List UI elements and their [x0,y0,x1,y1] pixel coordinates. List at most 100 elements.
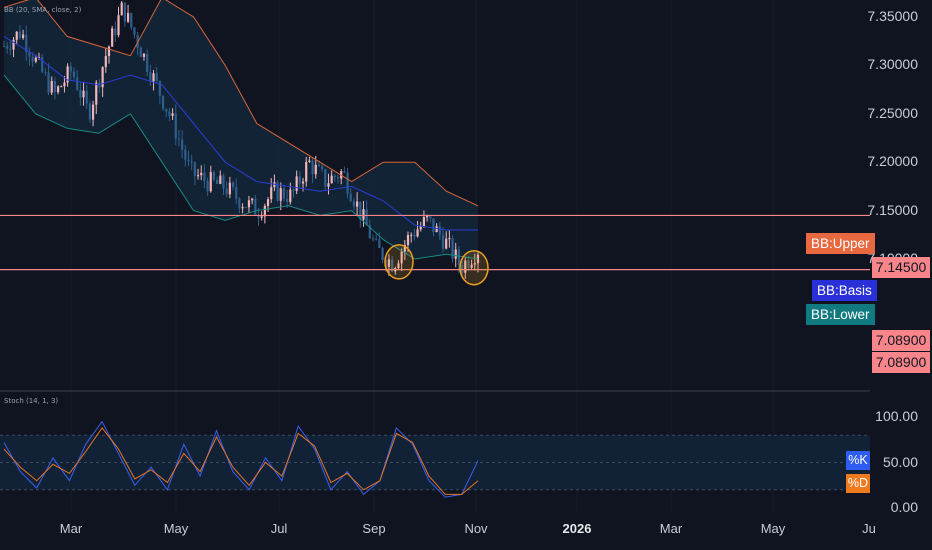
candle-body [362,209,365,220]
stoch-d-line [3,427,479,495]
candle-body [146,53,149,73]
candle-body [238,198,241,209]
candle-body [292,189,295,191]
candle-body [343,171,346,173]
candle-body [216,179,219,184]
candle-body [203,172,206,182]
time-tick-label: May [760,521,786,536]
candle-body [454,249,457,259]
candle-body [406,235,410,246]
candle-body [219,175,222,184]
candle-body [31,56,34,62]
candle-body [470,264,473,268]
candle-body [260,216,263,218]
candle-body [244,207,247,209]
candle-body [15,31,18,40]
bb-basis-line [3,35,478,231]
candle-body [107,46,111,57]
candle-body [37,57,41,59]
candle-body [111,28,114,47]
candle-body [352,201,356,207]
candle-body [95,82,98,105]
time-tick-label: May [163,521,189,536]
candle-body [225,188,228,195]
candle-body [130,13,133,28]
candle-body [305,162,308,182]
candle-body [231,182,235,188]
candle-body [171,113,174,116]
candle-body [438,226,441,235]
candle-body [263,205,266,217]
candle-body [349,193,352,202]
candle-body [193,162,196,176]
candle-body [174,113,177,139]
candle-body [298,176,301,184]
bb-indicator-title[interactable]: BB (20, SMA, close, 2) [4,6,82,14]
candle-body [426,215,429,218]
candle-body [368,225,371,239]
candle-body [28,51,31,57]
candle-body [400,251,403,264]
candle-body [327,183,330,187]
candle-body [467,260,470,268]
candle-body [241,207,244,209]
candle-body [403,245,406,252]
candle-body [21,34,25,39]
candle-body [346,172,349,194]
stoch-tick-label: 0.00 [890,499,918,515]
bb-band-fill [4,0,478,259]
candle-body [34,57,37,62]
bb-upper-badge: BB:Upper [806,233,875,254]
candle-body [190,160,193,163]
candle-body [289,189,292,203]
candle-body [254,198,257,216]
bb-basis-badge: BB:Basis [812,280,877,301]
candle-body [161,95,165,109]
candle-body [85,90,88,104]
stoch-k-badge: %K [846,451,870,470]
candle-body [66,66,69,83]
candle-body [378,239,381,248]
candle-body [324,169,327,187]
candle-body [142,53,146,57]
candle-body [371,238,375,240]
candle-body [416,229,419,237]
candle-body [53,80,56,93]
time-tick-label: Nov [464,521,488,536]
candle-body [286,198,289,203]
candle-body [441,234,445,249]
candle-body [126,13,130,22]
stoch-tick-label: 50.00 [882,453,918,470]
stoch-indicator-title[interactable]: Stoch (14, 1, 3) [4,397,59,405]
candle-body [422,217,426,226]
stoch-tick-label: 100.00 [875,408,918,424]
candle-body [266,199,270,206]
candle-body [311,160,314,175]
candle-body [387,259,391,267]
candle-body [155,73,158,81]
candle-body [460,265,464,273]
candle-body [336,177,340,179]
candle-body [257,215,260,218]
candle-body [410,234,413,236]
candle-body [270,187,273,200]
candle-body [88,103,91,120]
candle-body [123,2,126,22]
candle-body [413,234,416,237]
candle-body [184,149,187,160]
candle-body [177,138,181,140]
candle-body [50,80,53,93]
candle-body [330,175,333,184]
price-badge-lower-2: 7.08900 [872,352,930,373]
price-tick-label: 7.30000 [867,56,918,73]
candle-body [317,164,321,167]
candle-body [25,34,28,52]
candle-body [196,175,200,177]
highlight-circle [459,249,489,286]
candle-body [212,172,216,180]
candle-body [165,108,168,112]
candles [2,0,480,279]
candle-body [247,200,251,208]
candle-body [381,247,384,261]
